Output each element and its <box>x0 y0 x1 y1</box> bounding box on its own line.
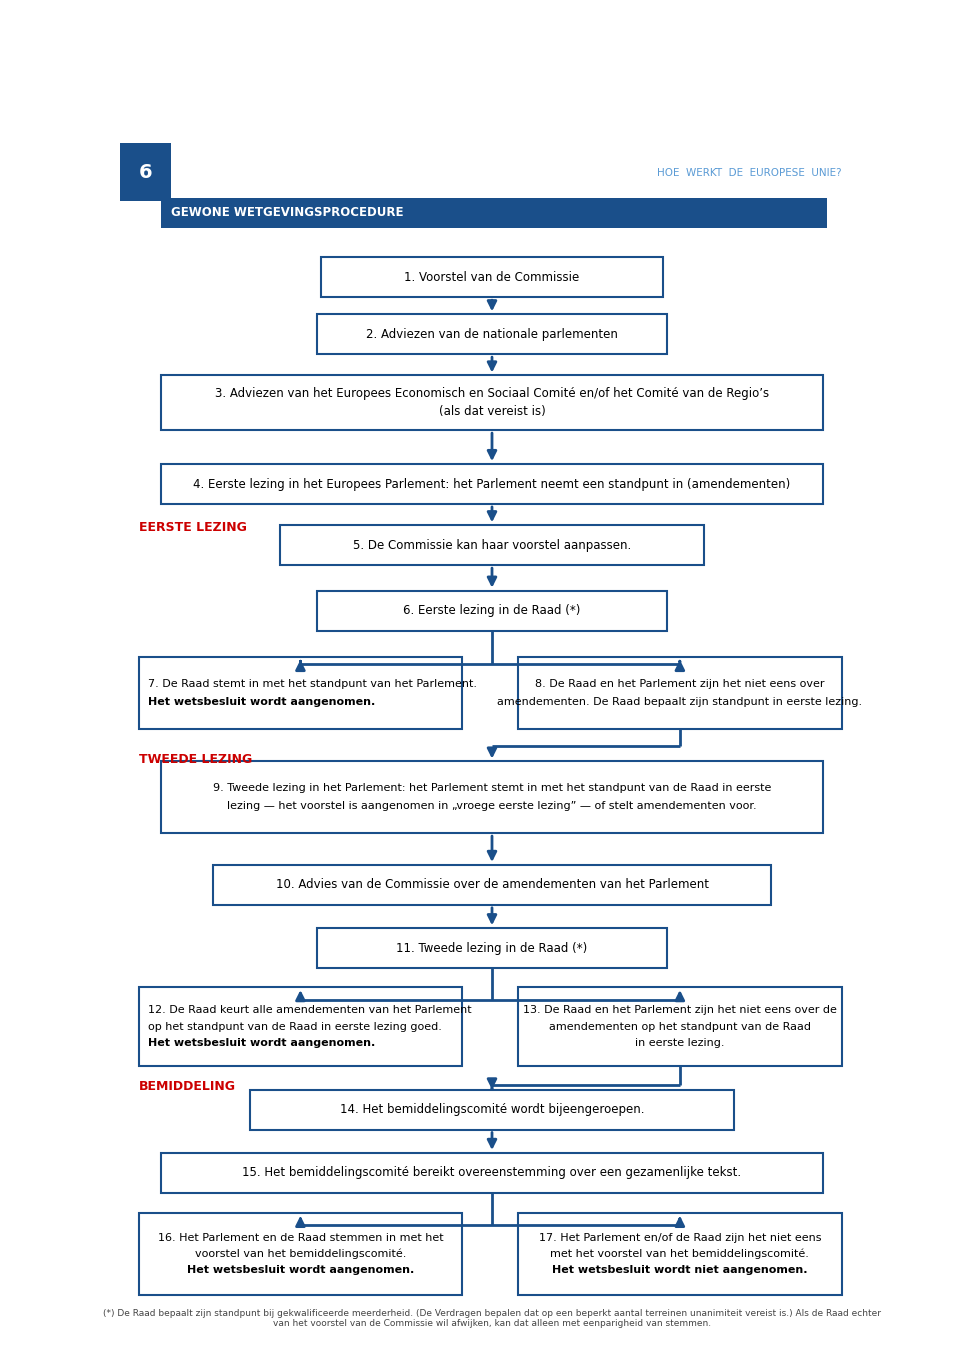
Text: 17. Het Parlement en/of de Raad zijn het niet eens: 17. Het Parlement en/of de Raad zijn het… <box>539 1233 821 1243</box>
Text: GEWONE WETGEVINGSPROCEDURE: GEWONE WETGEVINGSPROCEDURE <box>171 207 403 219</box>
Text: met het voorstel van het bemiddelingscomité.: met het voorstel van het bemiddelingscom… <box>550 1249 809 1259</box>
FancyBboxPatch shape <box>138 658 463 729</box>
Text: voorstel van het bemiddelingscomité.: voorstel van het bemiddelingscomité. <box>195 1249 406 1259</box>
FancyBboxPatch shape <box>213 864 771 906</box>
Text: 14. Het bemiddelingscomité wordt bijeengeroepen.: 14. Het bemiddelingscomité wordt bijeeng… <box>340 1103 644 1117</box>
Text: lezing — het voorstel is aangenomen in „vroege eerste lezing” — of stelt amendem: lezing — het voorstel is aangenomen in „… <box>228 801 756 811</box>
Text: Het wetsbesluit wordt niet aangenomen.: Het wetsbesluit wordt niet aangenomen. <box>552 1266 807 1275</box>
Text: EERSTE LEZING: EERSTE LEZING <box>138 521 247 534</box>
FancyBboxPatch shape <box>138 1212 463 1295</box>
Text: BEMIDDELING: BEMIDDELING <box>138 1080 235 1093</box>
Text: 13. De Raad en het Parlement zijn het niet eens over de: 13. De Raad en het Parlement zijn het ni… <box>523 1006 837 1015</box>
FancyBboxPatch shape <box>161 464 823 504</box>
Text: 10. Advies van de Commissie over de amendementen van het Parlement: 10. Advies van de Commissie over de amen… <box>276 878 708 892</box>
Text: 8. De Raad en het Parlement zijn het niet eens over: 8. De Raad en het Parlement zijn het nie… <box>535 680 825 689</box>
Text: TWEEDE LEZING: TWEEDE LEZING <box>138 754 252 766</box>
Text: 11. Tweede lezing in de Raad (*): 11. Tweede lezing in de Raad (*) <box>396 941 588 955</box>
FancyBboxPatch shape <box>317 314 667 355</box>
FancyBboxPatch shape <box>317 590 667 630</box>
FancyBboxPatch shape <box>161 199 827 227</box>
FancyBboxPatch shape <box>518 658 842 729</box>
Text: Het wetsbesluit wordt aangenomen.: Het wetsbesluit wordt aangenomen. <box>148 697 375 707</box>
Text: 5. De Commissie kan haar voorstel aanpassen.: 5. De Commissie kan haar voorstel aanpas… <box>353 538 631 552</box>
FancyBboxPatch shape <box>120 144 171 201</box>
FancyBboxPatch shape <box>161 375 823 430</box>
Text: in eerste lezing.: in eerste lezing. <box>636 1038 725 1048</box>
Text: 1. Voorstel van de Commissie: 1. Voorstel van de Commissie <box>404 271 580 284</box>
Text: 4. Eerste lezing in het Europees Parlement: het Parlement neemt een standpunt in: 4. Eerste lezing in het Europees Parleme… <box>193 478 791 490</box>
Text: 15. Het bemiddelingscomité bereikt overeenstemming over een gezamenlijke tekst.: 15. Het bemiddelingscomité bereikt overe… <box>243 1166 741 1180</box>
Text: 3. Adviezen van het Europees Economisch en Sociaal Comité en/of het Comité van d: 3. Adviezen van het Europees Economisch … <box>215 388 769 400</box>
FancyBboxPatch shape <box>138 988 463 1066</box>
Text: amendementen. De Raad bepaalt zijn standpunt in eerste lezing.: amendementen. De Raad bepaalt zijn stand… <box>497 697 862 707</box>
Text: Het wetsbesluit wordt aangenomen.: Het wetsbesluit wordt aangenomen. <box>187 1266 414 1275</box>
Text: 7. De Raad stemt in met het standpunt van het Parlement.: 7. De Raad stemt in met het standpunt va… <box>148 680 477 689</box>
Text: 6: 6 <box>138 163 152 182</box>
Text: (als dat vereist is): (als dat vereist is) <box>439 406 545 418</box>
FancyBboxPatch shape <box>280 525 704 566</box>
FancyBboxPatch shape <box>161 762 823 833</box>
Text: Het wetsbesluit wordt aangenomen.: Het wetsbesluit wordt aangenomen. <box>148 1038 375 1048</box>
FancyBboxPatch shape <box>518 988 842 1066</box>
Text: 9. Tweede lezing in het Parlement: het Parlement stemt in met het standpunt van : 9. Tweede lezing in het Parlement: het P… <box>213 784 771 793</box>
FancyBboxPatch shape <box>321 258 663 297</box>
FancyBboxPatch shape <box>317 927 667 969</box>
Text: HOE  WERKT  DE  EUROPESE  UNIE?: HOE WERKT DE EUROPESE UNIE? <box>657 169 842 178</box>
Text: amendementen op het standpunt van de Raad: amendementen op het standpunt van de Raa… <box>549 1022 811 1032</box>
Text: op het standpunt van de Raad in eerste lezing goed.: op het standpunt van de Raad in eerste l… <box>148 1022 443 1032</box>
FancyBboxPatch shape <box>518 1212 842 1295</box>
Text: 6. Eerste lezing in de Raad (*): 6. Eerste lezing in de Raad (*) <box>403 604 581 616</box>
Text: 16. Het Parlement en de Raad stemmen in met het: 16. Het Parlement en de Raad stemmen in … <box>157 1233 444 1243</box>
Text: 12. De Raad keurt alle amendementen van het Parlement: 12. De Raad keurt alle amendementen van … <box>148 1006 472 1015</box>
FancyBboxPatch shape <box>161 1152 823 1193</box>
FancyBboxPatch shape <box>251 1089 733 1130</box>
Text: 2. Adviezen van de nationale parlementen: 2. Adviezen van de nationale parlementen <box>366 327 618 341</box>
Text: (*) De Raad bepaalt zijn standpunt bij gekwalificeerde meerderheid. (De Verdrage: (*) De Raad bepaalt zijn standpunt bij g… <box>103 1308 881 1329</box>
